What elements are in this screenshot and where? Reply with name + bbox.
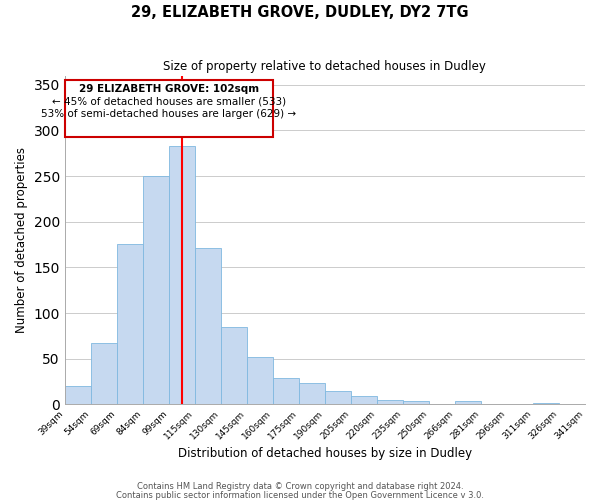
Title: Size of property relative to detached houses in Dudley: Size of property relative to detached ho… bbox=[163, 60, 487, 73]
Bar bbox=[195, 248, 221, 404]
Bar bbox=[169, 146, 195, 405]
Bar bbox=[325, 391, 351, 404]
Bar bbox=[247, 357, 273, 405]
Bar bbox=[351, 396, 377, 404]
FancyBboxPatch shape bbox=[65, 80, 273, 137]
Bar bbox=[455, 401, 481, 404]
Text: 53% of semi-detached houses are larger (629) →: 53% of semi-detached houses are larger (… bbox=[41, 110, 296, 120]
Text: Contains public sector information licensed under the Open Government Licence v : Contains public sector information licen… bbox=[116, 490, 484, 500]
X-axis label: Distribution of detached houses by size in Dudley: Distribution of detached houses by size … bbox=[178, 447, 472, 460]
Text: 29, ELIZABETH GROVE, DUDLEY, DY2 7TG: 29, ELIZABETH GROVE, DUDLEY, DY2 7TG bbox=[131, 5, 469, 20]
Bar bbox=[117, 244, 143, 404]
Bar bbox=[533, 402, 559, 404]
Bar bbox=[143, 176, 169, 404]
Bar bbox=[299, 384, 325, 404]
Bar bbox=[221, 327, 247, 404]
Text: 29 ELIZABETH GROVE: 102sqm: 29 ELIZABETH GROVE: 102sqm bbox=[79, 84, 259, 94]
Bar bbox=[377, 400, 403, 404]
Text: Contains HM Land Registry data © Crown copyright and database right 2024.: Contains HM Land Registry data © Crown c… bbox=[137, 482, 463, 491]
Bar bbox=[65, 386, 91, 404]
Y-axis label: Number of detached properties: Number of detached properties bbox=[15, 147, 28, 333]
Text: ← 45% of detached houses are smaller (533): ← 45% of detached houses are smaller (53… bbox=[52, 96, 286, 106]
Bar bbox=[403, 401, 429, 404]
Bar bbox=[273, 378, 299, 404]
Bar bbox=[91, 344, 117, 404]
